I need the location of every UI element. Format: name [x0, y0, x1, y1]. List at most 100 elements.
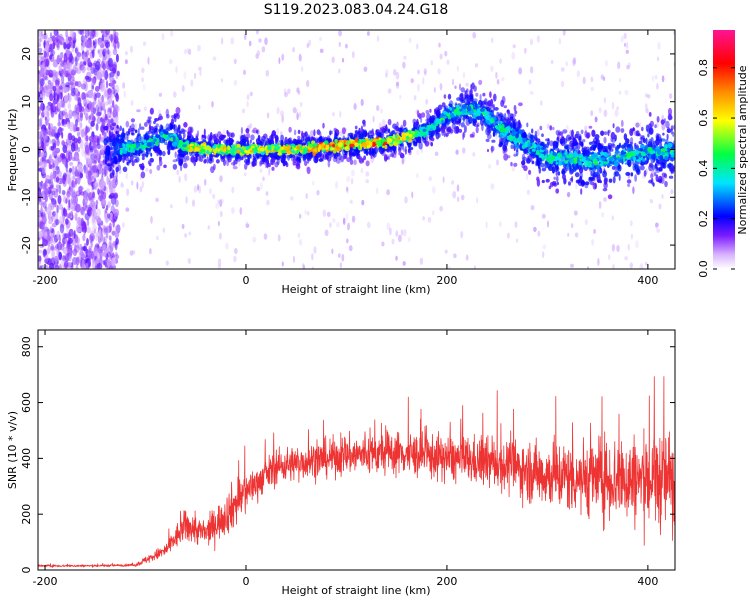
- spectrogram-cell: [170, 118, 175, 125]
- spectrogram-cell: [465, 115, 470, 120]
- spectrogram-cell: [608, 254, 611, 261]
- spectrogram-cell: [115, 166, 119, 173]
- spectrogram-cell: [395, 230, 399, 237]
- spectrogram-cell: [564, 143, 568, 149]
- spectrogram-cell: [72, 76, 75, 82]
- spectrogram-cell: [62, 175, 66, 185]
- spectrogram-cell: [364, 131, 367, 138]
- spectrogram-cell: [639, 165, 645, 171]
- spectrogram-cell: [169, 124, 173, 131]
- spectrogram-cell: [597, 257, 600, 266]
- spectrogram-cell: [201, 154, 207, 159]
- spectrogram-cell: [109, 92, 115, 100]
- spectrogram-cell: [61, 190, 66, 195]
- spectrogram-cell: [95, 111, 102, 117]
- spectrogram-cell: [172, 163, 178, 170]
- spectrogram-cell: [575, 182, 578, 190]
- spectrogram-cell: [114, 242, 118, 251]
- spectrogram-cell: [184, 233, 188, 238]
- spectrogram-cell: [474, 124, 479, 128]
- spectrogram-cell: [65, 218, 69, 225]
- spectrogram-cell: [84, 30, 90, 38]
- spectrogram-cell: [338, 68, 341, 74]
- spectrogram-cell: [322, 122, 325, 129]
- spectrogram-cell: [49, 139, 52, 144]
- spectrogram-cell: [125, 207, 130, 212]
- spectrogram-cell: [246, 100, 249, 107]
- spectrogram-cell: [113, 193, 118, 200]
- spectrogram-cell: [388, 147, 391, 151]
- spectrogram-cell: [385, 69, 389, 76]
- spectrogram-cell: [431, 186, 436, 194]
- spectrogram-cell: [346, 238, 349, 244]
- spectrogram-cell: [45, 209, 50, 214]
- spectrogram-cell: [215, 159, 220, 164]
- spectrogram-cell: [194, 153, 200, 157]
- spectrogram-cell: [101, 47, 107, 52]
- spectrogram-cell: [47, 229, 51, 236]
- spectrogram-cell: [398, 234, 402, 243]
- spectrogram-cell: [131, 132, 135, 136]
- spectrogram-cell: [65, 30, 68, 38]
- spectrogram-cell: [141, 150, 146, 156]
- spectrogram-cell: [130, 180, 134, 186]
- spectrogram-cell: [126, 188, 130, 196]
- spectrogram-cell: [593, 137, 598, 144]
- spectrogram-cell: [371, 149, 376, 157]
- spectrogram-cell: [52, 126, 57, 132]
- spectrogram-cell: [57, 121, 61, 127]
- spectrogram-cell: [422, 76, 425, 85]
- spectrogram-cell: [112, 63, 117, 70]
- spectrogram-cell: [83, 164, 87, 174]
- spectrogram-cell: [494, 107, 499, 111]
- spectrogram-cell: [445, 132, 449, 137]
- spectrogram-cell: [38, 30, 43, 38]
- spectrogram-cell: [193, 72, 197, 80]
- spectrogram-cell: [546, 142, 549, 149]
- spectrogram-cell: [219, 175, 223, 183]
- spectrogram-cell: [56, 95, 60, 101]
- spectrogram-cell: [288, 126, 292, 133]
- spectrogram-cell: [527, 154, 533, 162]
- spectrogram-cell: [52, 142, 57, 149]
- spectrogram-cell: [87, 40, 93, 48]
- spectrogram-cell: [67, 93, 72, 103]
- spectrogram-cell: [103, 172, 107, 177]
- spectrogram-cell: [226, 155, 232, 161]
- spectrogram-cell: [640, 135, 645, 140]
- spectrogram-cell: [379, 127, 383, 133]
- spectrogram-cell: [57, 156, 63, 163]
- spectrogram-cell: [518, 121, 522, 129]
- spectrogram-cell: [143, 106, 147, 112]
- spectrogram-cell: [245, 223, 250, 228]
- spectrogram-cell: [188, 48, 192, 55]
- spectrogram-cell: [611, 215, 615, 221]
- spectrogram-cell: [316, 129, 321, 136]
- spectrogram-cell: [91, 49, 95, 58]
- spectrogram-cell: [99, 83, 105, 92]
- spectrogram-cell: [566, 191, 571, 198]
- spectrogram-cell: [668, 175, 674, 179]
- spectrogram-cell: [281, 115, 284, 124]
- spectrogram-cell: [44, 132, 48, 141]
- spectrogram-cell: [102, 103, 106, 112]
- spectrogram-cell: [579, 166, 584, 174]
- spectrogram-cell: [74, 56, 78, 67]
- spectrogram-cell: [63, 260, 69, 269]
- spectrogram-cell: [43, 249, 47, 256]
- spectrogram-cell: [305, 134, 311, 140]
- spectrogram-cell: [648, 164, 653, 172]
- spectrogram-cell: [573, 141, 578, 146]
- spectrogram-cell: [624, 89, 629, 96]
- spectrogram-cell: [99, 163, 103, 170]
- spectrogram-cell: [360, 167, 364, 174]
- spectrogram-cell: [440, 125, 446, 132]
- spectrogram-cell: [639, 263, 644, 269]
- spectrogram-cell: [39, 221, 45, 230]
- spectrogram-cell: [474, 63, 479, 68]
- spectrogram-cell: [141, 67, 145, 74]
- spectrogram-cell: [660, 163, 663, 169]
- spectrogram-cell: [101, 118, 106, 129]
- spectrogram-cell: [105, 101, 109, 106]
- spectrogram-cell: [623, 42, 627, 47]
